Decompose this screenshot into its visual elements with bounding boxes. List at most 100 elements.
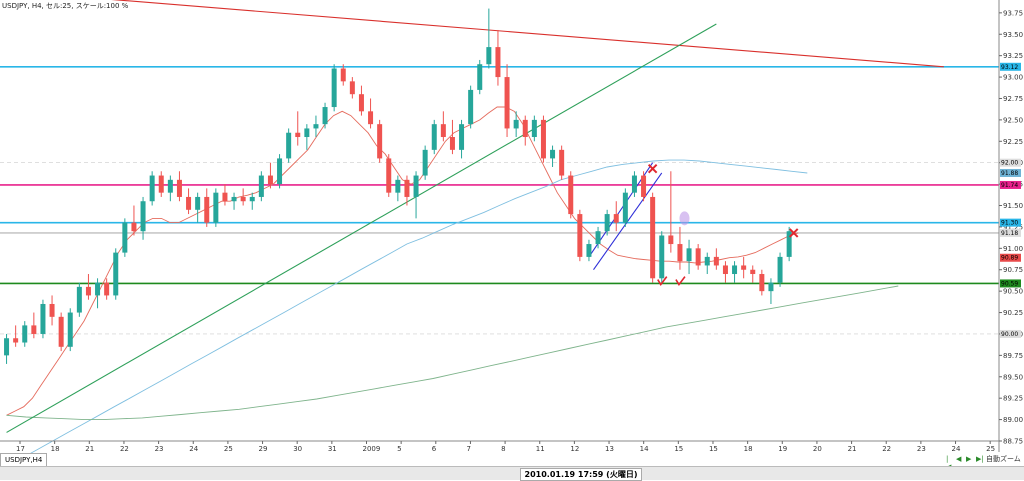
price-tags: 93.12 92.00 91.88 91.74 91.30 91.18 90.89 90.59… (1000, 62, 1021, 338)
candle-body (559, 149, 565, 176)
price-tag-label: 90.00 (1001, 331, 1018, 338)
x-tick-label: 19 (778, 445, 787, 453)
candle-body (195, 196, 201, 210)
last-icon[interactable]: ▶| (976, 455, 984, 463)
y-tick-label: 89.25 (1003, 395, 1023, 403)
candle-body (67, 312, 73, 347)
candle-body (58, 316, 64, 347)
y-tick-label: 90.75 (1003, 266, 1023, 274)
candle-body (586, 244, 592, 257)
price-tag-label: 93.12 (1001, 64, 1018, 71)
y-tick-label: 89.75 (1003, 352, 1023, 360)
candle-body (40, 303, 46, 334)
candle-body (95, 282, 101, 296)
scroll-nav: |◀ ◀ ▶ ▶| 自動ズーム (946, 453, 1024, 471)
candle-body (240, 196, 246, 202)
candle-body (741, 265, 747, 270)
y-tick-label: 88.75 (1003, 438, 1023, 446)
x-tick-label: 22 (882, 445, 891, 453)
x-tick-label: 17 (16, 445, 25, 453)
candle-body (613, 214, 619, 223)
x-tick-label: 2009 (362, 445, 380, 453)
chart-tab[interactable]: USDJPY,H4 (0, 453, 48, 466)
candle-body (713, 256, 719, 266)
x-tick-label: 22 (120, 445, 129, 453)
candle-body (76, 286, 82, 313)
y-tick-label: 92.50 (1003, 116, 1023, 124)
price-tag-label: 90.59 (1001, 280, 1018, 287)
x-tick-label: 18 (51, 445, 60, 453)
candle-body (750, 269, 756, 275)
candle-body (286, 132, 292, 159)
x-tick-label: 24 (189, 445, 198, 453)
candle-body (395, 179, 401, 193)
price-tag-box (1000, 329, 1021, 338)
candle-body (122, 222, 128, 253)
y-tick-label: 93.25 (1003, 52, 1023, 60)
candle-body (113, 252, 119, 296)
candle-body (568, 175, 574, 215)
price-tag-box (1000, 62, 1021, 71)
candle-body (595, 231, 601, 245)
candle-body (186, 196, 192, 210)
candle-body (522, 119, 528, 138)
x-tick-label: 7 (466, 445, 470, 453)
price-tag-box (1000, 228, 1021, 237)
y-tick-label: 91.00 (1003, 245, 1023, 253)
candle-body (759, 274, 765, 292)
x-tick-label: 21 (85, 445, 94, 453)
horizontal-lines (0, 65, 999, 335)
price-chart[interactable]: 93.75 93.50 93.25 93.00 92.75 92.50 92.25 92.00… (0, 0, 1024, 466)
y-tick-label: 90.25 (1003, 309, 1023, 317)
candle-body (167, 179, 173, 193)
y-tick-label: 92.25 (1003, 138, 1023, 146)
prev-icon[interactable]: ◀ (956, 455, 962, 463)
price-tag-label: 90.89 (1001, 255, 1018, 262)
candle-body (231, 196, 237, 202)
candle-body (786, 231, 792, 257)
x-tick-label: 15 (709, 445, 718, 453)
x-tick-label: 12 (570, 445, 579, 453)
candle-body (622, 192, 628, 223)
candle-body (504, 77, 510, 129)
candle-body (732, 265, 738, 275)
annotations (647, 163, 799, 287)
x-tick-label: 25 (986, 445, 995, 453)
x-tick-label: 20 (813, 445, 822, 453)
candle-body (449, 137, 455, 150)
y-tick-label: 91.50 (1003, 202, 1023, 210)
candle-body (550, 149, 556, 159)
candle-body (495, 47, 501, 78)
candle-body (377, 124, 383, 159)
moving-average-line (6, 159, 808, 463)
next-icon[interactable]: ▶ (966, 455, 972, 463)
candle-body (204, 196, 210, 223)
candle-body (531, 119, 537, 138)
y-tick-label: 92.75 (1003, 95, 1023, 103)
first-icon[interactable]: |◀ (946, 455, 951, 471)
y-tick-label: 93.75 (1003, 9, 1023, 17)
candle-body (641, 175, 647, 197)
y-tick-label: 89.50 (1003, 373, 1023, 381)
candle-body (440, 124, 446, 138)
y-tick-label: 93.00 (1003, 74, 1023, 82)
candle-body (258, 175, 264, 197)
check-mark (675, 276, 686, 287)
candle-body (650, 196, 656, 279)
x-tick-label: 23 (155, 445, 164, 453)
candle-body (104, 282, 110, 296)
x-tick-label: 30 (293, 445, 302, 453)
zoom-label[interactable]: 自動ズーム (986, 455, 1021, 463)
x-tick-label: 21 (848, 445, 857, 453)
cross-mark (788, 228, 799, 238)
x-tick-label: 18 (744, 445, 753, 453)
candle-body (468, 89, 474, 125)
x-tick-label: 24 (952, 445, 961, 453)
candle-body (686, 248, 692, 262)
candle-body (4, 338, 10, 356)
candle-body (413, 175, 419, 197)
candle-body (368, 111, 374, 125)
candle-body (577, 214, 583, 257)
price-tag-label: 91.30 (1001, 220, 1018, 227)
price-tag-box (1000, 180, 1021, 189)
